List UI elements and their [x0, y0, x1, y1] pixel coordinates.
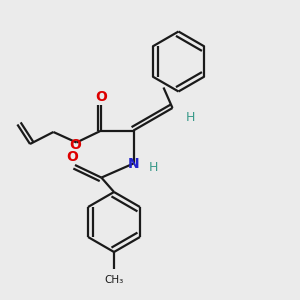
Text: H: H [186, 111, 195, 124]
Text: O: O [95, 90, 107, 104]
Text: CH₃: CH₃ [104, 275, 124, 285]
Text: N: N [128, 157, 139, 170]
Text: O: O [67, 150, 79, 164]
Text: H: H [148, 160, 158, 174]
Text: O: O [69, 138, 81, 152]
